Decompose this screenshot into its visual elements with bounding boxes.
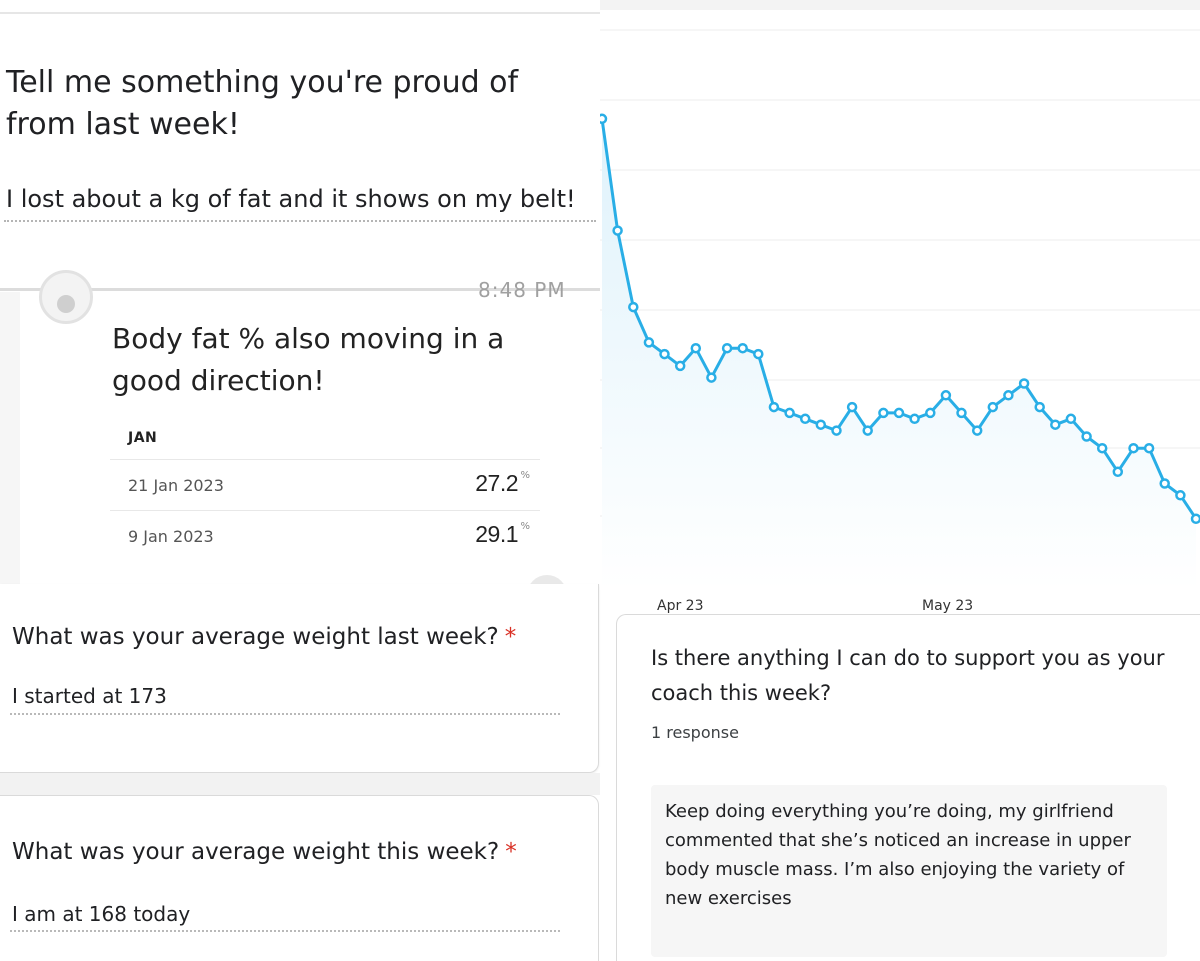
chart-data-point[interactable] — [1081, 431, 1092, 442]
card-gap — [0, 773, 600, 795]
x-tick-label: May 23 — [922, 598, 974, 614]
body-fat-date: 9 Jan 2023 — [128, 527, 214, 546]
weight-this-week-label-text: What was your average weight this week? — [12, 839, 500, 865]
percent-unit: % — [520, 470, 530, 481]
weight-this-week-card: What was your average weight this week? *… — [0, 795, 599, 961]
chart-data-point[interactable] — [690, 342, 702, 354]
chart-data-point[interactable] — [878, 407, 889, 419]
coach-support-card: Is there anything I can do to support yo… — [616, 614, 1200, 961]
chart-data-point[interactable] — [1034, 401, 1045, 413]
chart-data-point[interactable] — [971, 425, 983, 436]
body-fat-row[interactable]: 21 Jan 2023 27.2 % — [110, 459, 540, 510]
chart-data-point[interactable] — [987, 401, 999, 413]
chart-data-point[interactable] — [846, 401, 858, 413]
card-top-border — [0, 12, 600, 14]
chart-data-point[interactable] — [1096, 442, 1108, 454]
chart-data-point[interactable] — [1018, 378, 1030, 389]
chart-data-point[interactable] — [799, 413, 811, 425]
body-fat-value: 27.2 — [475, 470, 518, 496]
required-marker: * — [504, 624, 517, 650]
weight-last-week-answer[interactable]: I started at 173 — [12, 684, 167, 708]
chart-data-point[interactable] — [1143, 442, 1155, 454]
chart-data-point[interactable] — [706, 372, 717, 383]
message-side-strip — [0, 292, 20, 584]
month-label: JAN — [128, 430, 158, 446]
chart-data-point[interactable] — [628, 301, 639, 313]
chart-data-point[interactable] — [674, 360, 686, 372]
required-marker: * — [505, 839, 517, 865]
body-fat-message-card: 8:48 PM Body fat % also moving in a good… — [0, 270, 594, 595]
response-text: Keep doing everything you’re doing, my g… — [665, 801, 1131, 909]
chart-data-point[interactable] — [1003, 390, 1014, 401]
weight-this-week-answer[interactable]: I am at 168 today — [12, 902, 191, 926]
chart-data-point[interactable] — [925, 407, 936, 419]
chart-data-point[interactable] — [956, 407, 967, 419]
proud-answer-underline — [4, 220, 596, 222]
weight-trend-chart: Apr 23 May 23 — [596, 0, 1200, 614]
chart-data-point[interactable] — [768, 401, 780, 413]
weight-last-week-card: What was your average weight last week? *… — [0, 584, 599, 773]
body-fat-date: 21 Jan 2023 — [128, 476, 224, 495]
proud-question-title: Tell me something you're proud of from l… — [6, 65, 519, 142]
chart-data-point[interactable] — [1050, 419, 1061, 430]
chart-data-point[interactable] — [737, 342, 748, 354]
body-fat-message-text: Body fat % also moving in a good directi… — [112, 322, 505, 397]
chart-data-point[interactable] — [909, 413, 920, 425]
x-tick-label: Apr 23 — [657, 598, 704, 614]
weight-last-week-underline — [10, 713, 560, 715]
chart-canvas — [596, 29, 1200, 591]
body-fat-value: 29.1 — [475, 521, 518, 547]
chart-data-point[interactable] — [659, 348, 670, 360]
chart-data-point[interactable] — [612, 225, 623, 236]
chart-data-point[interactable] — [1159, 478, 1170, 489]
response-box: Keep doing everything you’re doing, my g… — [651, 785, 1167, 957]
coach-support-question: Is there anything I can do to support yo… — [651, 646, 1165, 705]
weight-this-week-underline — [10, 930, 560, 932]
chart-data-point[interactable] — [1128, 442, 1139, 454]
weight-last-week-label-text: What was your average weight last week? — [12, 624, 499, 650]
chart-area-fill — [602, 118, 1196, 591]
proud-answer-text[interactable]: I lost about a kg of fat and it shows on… — [6, 185, 576, 213]
message-timestamp: 8:48 PM — [478, 278, 566, 302]
body-fat-row[interactable]: 9 Jan 2023 29.1 % — [110, 510, 540, 561]
chart-data-point[interactable] — [1065, 413, 1077, 425]
chart-data-point[interactable] — [596, 113, 608, 125]
proud-question-card: Tell me something you're proud of from l… — [0, 0, 600, 292]
weight-last-week-label: What was your average weight last week? * — [12, 624, 516, 650]
chart-data-point[interactable] — [1190, 513, 1200, 525]
avatar[interactable] — [39, 270, 93, 324]
chart-data-point[interactable] — [831, 425, 842, 436]
percent-unit: % — [520, 521, 530, 532]
weight-this-week-label: What was your average weight this week? * — [12, 839, 517, 865]
chart-data-point[interactable] — [643, 337, 655, 348]
chart-data-point[interactable] — [940, 390, 952, 401]
response-count: 1 response — [651, 723, 739, 742]
chart-data-point[interactable] — [1112, 466, 1124, 478]
chart-top-strip — [600, 0, 1200, 10]
avatar-head-icon — [57, 295, 75, 313]
chart-data-point[interactable] — [721, 342, 733, 354]
chart-data-point[interactable] — [815, 419, 827, 430]
chart-data-point[interactable] — [753, 348, 764, 360]
card-bottom-border — [0, 288, 600, 291]
chart-data-point[interactable] — [862, 425, 873, 436]
chart-data-point[interactable] — [893, 407, 905, 419]
chart-data-point[interactable] — [1175, 490, 1186, 501]
chart-data-point[interactable] — [784, 407, 795, 419]
